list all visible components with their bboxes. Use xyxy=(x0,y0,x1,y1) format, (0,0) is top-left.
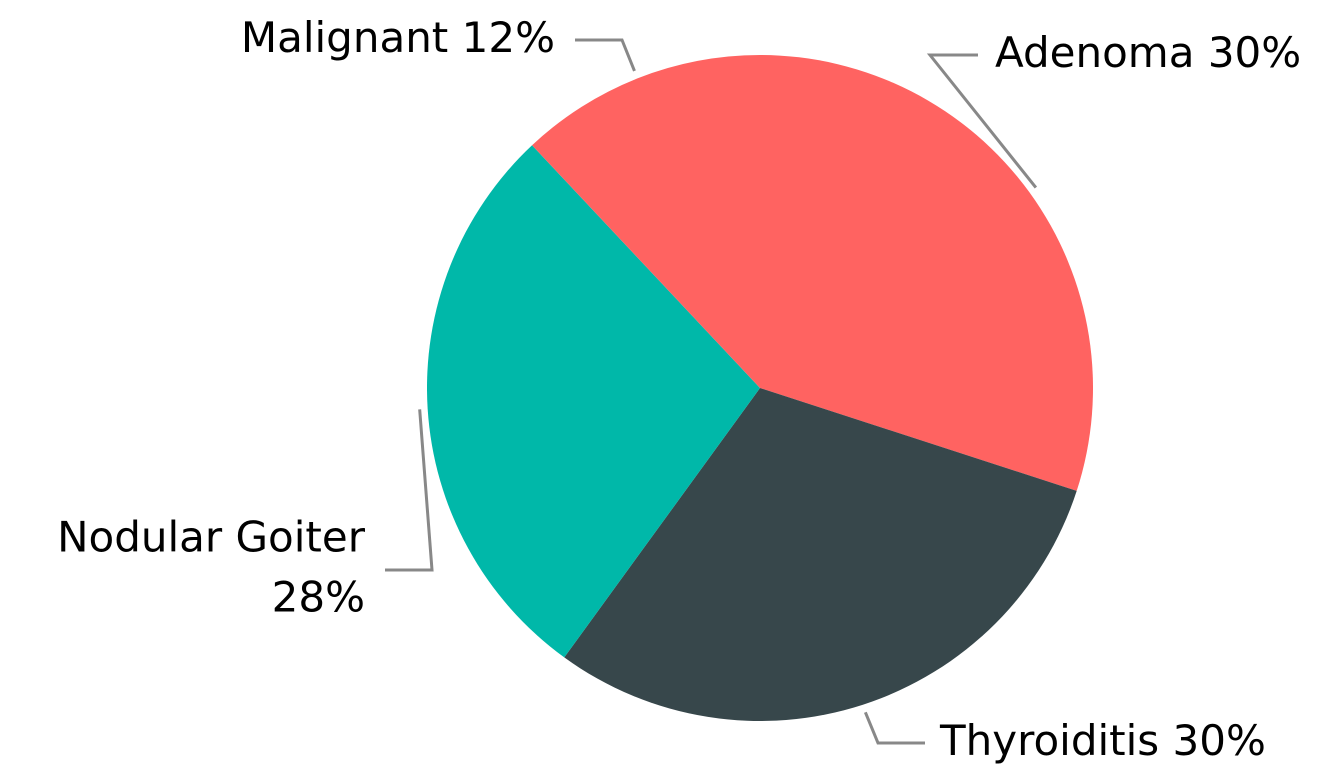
value-label: 30% xyxy=(1208,28,1301,77)
pie-slice xyxy=(427,145,760,658)
category-label: Malignant xyxy=(241,13,448,62)
leader-line xyxy=(385,409,434,572)
category-label: Nodular Goiter xyxy=(57,513,366,562)
slice-label: Adenoma 30% xyxy=(995,28,1301,77)
leader-line xyxy=(926,53,1038,189)
slice-label: Malignant 12% xyxy=(241,13,555,62)
category-label: Thyroiditis xyxy=(939,716,1159,765)
pie-slice xyxy=(760,55,1093,491)
pie-slice xyxy=(564,388,1077,721)
category-label: Adenoma xyxy=(995,28,1194,77)
leader-line xyxy=(575,38,636,72)
value-label: 30% xyxy=(1173,716,1266,765)
slice-label: Thyroiditis 30% xyxy=(939,716,1266,765)
value-label: 12% xyxy=(462,13,555,62)
leader-line xyxy=(863,711,925,745)
value-label: 28% xyxy=(272,573,365,622)
pie-slice xyxy=(532,55,760,388)
